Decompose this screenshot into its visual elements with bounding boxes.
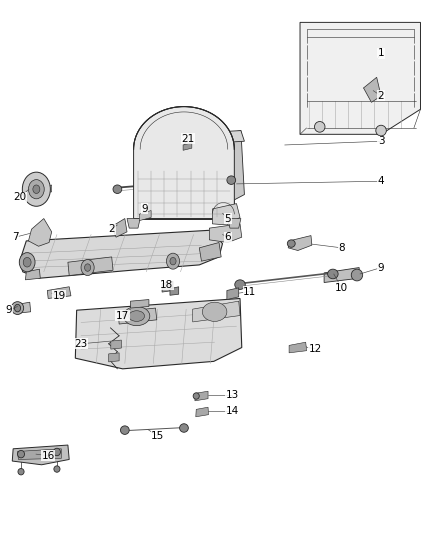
Polygon shape — [209, 224, 242, 243]
Polygon shape — [134, 107, 234, 219]
Polygon shape — [68, 257, 113, 276]
Ellipse shape — [129, 311, 145, 321]
Text: 11: 11 — [243, 287, 256, 296]
Ellipse shape — [328, 269, 338, 279]
Ellipse shape — [113, 185, 122, 193]
Text: 15: 15 — [151, 431, 164, 441]
Polygon shape — [111, 340, 121, 349]
Polygon shape — [140, 133, 160, 203]
Polygon shape — [195, 391, 208, 401]
Polygon shape — [212, 204, 240, 225]
Ellipse shape — [19, 253, 35, 272]
Text: 17: 17 — [116, 311, 129, 320]
Polygon shape — [47, 287, 71, 298]
Ellipse shape — [33, 185, 40, 193]
Polygon shape — [183, 143, 192, 150]
Text: 23: 23 — [74, 339, 88, 349]
Ellipse shape — [54, 466, 60, 472]
Ellipse shape — [22, 172, 50, 206]
Ellipse shape — [81, 260, 94, 276]
Text: 7: 7 — [12, 232, 19, 242]
Polygon shape — [289, 342, 307, 353]
Polygon shape — [193, 301, 240, 322]
Ellipse shape — [166, 253, 180, 269]
Ellipse shape — [202, 302, 227, 321]
Polygon shape — [226, 131, 244, 200]
Polygon shape — [28, 219, 52, 246]
Ellipse shape — [351, 269, 363, 281]
Polygon shape — [288, 236, 312, 251]
Ellipse shape — [376, 125, 386, 136]
Ellipse shape — [120, 426, 129, 434]
Ellipse shape — [53, 448, 60, 456]
Polygon shape — [109, 353, 119, 362]
Polygon shape — [162, 281, 173, 292]
Polygon shape — [227, 288, 239, 300]
Ellipse shape — [23, 257, 31, 267]
Polygon shape — [12, 445, 69, 465]
Ellipse shape — [28, 180, 44, 199]
Polygon shape — [14, 302, 31, 313]
Text: 12: 12 — [309, 344, 322, 353]
Text: 18: 18 — [160, 280, 173, 289]
Text: 20: 20 — [13, 192, 26, 202]
Ellipse shape — [170, 257, 176, 265]
Ellipse shape — [18, 469, 24, 475]
Text: 8: 8 — [338, 243, 345, 253]
Polygon shape — [112, 219, 127, 237]
Text: 9: 9 — [5, 305, 12, 315]
Text: 4: 4 — [378, 176, 385, 186]
Text: 10: 10 — [335, 283, 348, 293]
Polygon shape — [142, 131, 244, 147]
Ellipse shape — [11, 302, 24, 314]
Ellipse shape — [227, 176, 236, 184]
Polygon shape — [170, 287, 179, 295]
Ellipse shape — [314, 122, 325, 132]
Text: 13: 13 — [226, 391, 239, 400]
Polygon shape — [199, 243, 221, 261]
Polygon shape — [20, 230, 223, 278]
Polygon shape — [127, 219, 140, 228]
Text: 19: 19 — [53, 291, 66, 301]
Polygon shape — [118, 308, 157, 324]
Text: 14: 14 — [226, 407, 239, 416]
Text: 9: 9 — [141, 204, 148, 214]
Ellipse shape — [124, 306, 150, 326]
Ellipse shape — [193, 393, 199, 399]
Text: 5: 5 — [224, 214, 231, 223]
Polygon shape — [131, 300, 149, 308]
Polygon shape — [300, 22, 420, 134]
Polygon shape — [75, 298, 242, 369]
Text: 2: 2 — [108, 224, 115, 234]
Ellipse shape — [180, 424, 188, 432]
Ellipse shape — [18, 450, 25, 458]
Ellipse shape — [14, 304, 21, 312]
Text: 1: 1 — [378, 49, 385, 58]
Polygon shape — [25, 269, 40, 280]
Polygon shape — [228, 219, 241, 228]
Text: 16: 16 — [42, 451, 55, 461]
Text: 2: 2 — [378, 91, 385, 101]
Text: 6: 6 — [224, 232, 231, 242]
Polygon shape — [44, 185, 52, 193]
Polygon shape — [139, 211, 151, 221]
Text: 3: 3 — [378, 136, 385, 146]
Ellipse shape — [235, 280, 245, 289]
Polygon shape — [324, 268, 359, 282]
Text: 21: 21 — [182, 134, 195, 143]
Polygon shape — [18, 449, 61, 459]
Polygon shape — [364, 77, 381, 102]
Ellipse shape — [85, 264, 91, 271]
Text: 9: 9 — [378, 263, 385, 272]
Ellipse shape — [287, 240, 295, 247]
Polygon shape — [196, 407, 208, 417]
